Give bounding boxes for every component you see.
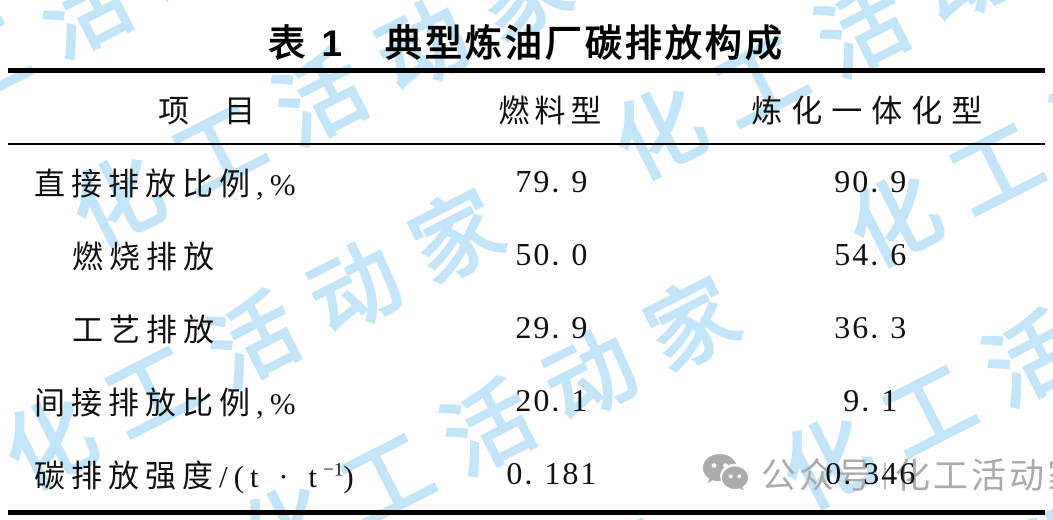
fuel-value: 29. 9	[515, 309, 590, 345]
row-label: 间接排放比例,%	[34, 386, 302, 421]
header-integrated-type: 炼化一体化型	[751, 93, 992, 129]
integrated-value: 9. 1	[843, 382, 900, 418]
row-label: 碳排放强度/(t · t−1)	[8, 451, 407, 496]
integrated-value: 90. 9	[834, 163, 909, 199]
header-item: 项 目	[158, 93, 258, 129]
table-title: 表 1 典型炼油厂碳排放构成	[268, 23, 785, 64]
fuel-value: 50. 0	[515, 236, 590, 272]
fuel-value: 79. 9	[515, 163, 590, 199]
table-row: 碳排放强度/(t · t−1) 0. 181 0. 346	[8, 437, 1045, 510]
integrated-value: 54. 6	[834, 236, 909, 272]
row-label: 直接排放比例,%	[34, 167, 302, 202]
integrated-value: 0. 346	[825, 455, 918, 491]
row-label: 燃烧排放	[72, 240, 220, 275]
table-row: 工艺排放 29. 9 36. 3	[8, 291, 1045, 364]
emissions-table: 项 目 燃料型 炼化一体化型 直接排放比例,% 79. 9 90. 9 燃烧排放…	[8, 68, 1045, 515]
table-row: 间接排放比例,% 20. 1 9. 1	[8, 364, 1045, 437]
table-row: 直接排放比例,% 79. 9 90. 9	[8, 145, 1045, 218]
integrated-value: 36. 3	[834, 309, 909, 345]
row-label-superscript: −1	[322, 459, 344, 481]
row-label: 工艺排放	[72, 313, 220, 348]
header-fuel-type: 燃料型	[498, 93, 607, 129]
row-label-close-paren: )	[343, 459, 360, 494]
row-label-text: 碳排放强度/(t · t	[34, 459, 323, 494]
table-header-row: 项 目 燃料型 炼化一体化型	[8, 73, 1045, 145]
fuel-value: 20. 1	[515, 382, 590, 418]
table-row: 燃烧排放 50. 0 54. 6	[8, 218, 1045, 291]
fuel-value: 0. 181	[506, 455, 599, 491]
